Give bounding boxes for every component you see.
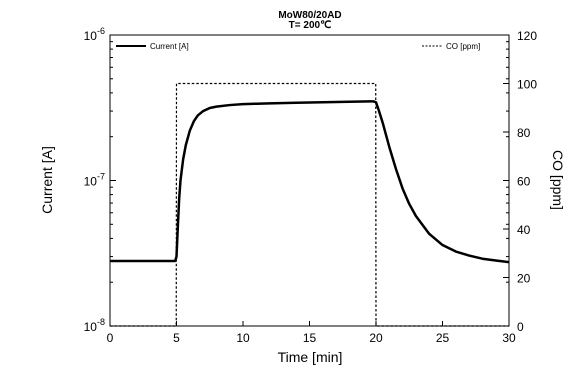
y-right-tick-label: 120 xyxy=(517,29,537,43)
x-axis-title: Time [min] xyxy=(278,349,343,365)
legend-current-label: Current [A] xyxy=(150,42,189,51)
x-tick-label: 10 xyxy=(236,331,250,345)
legend-current: Current [A] xyxy=(116,42,189,51)
y-left-axis-title: Current [A] xyxy=(39,146,55,214)
y-right-tick-label: 100 xyxy=(517,78,537,92)
chart-title: MoW80/20AD xyxy=(278,10,341,21)
plot-frame xyxy=(109,34,510,327)
series-layer xyxy=(110,82,510,327)
series-co-line xyxy=(110,82,509,327)
y-right-ticks: 0 20 40 60 80 100 120 xyxy=(503,29,537,334)
series-current-line xyxy=(110,100,510,264)
y-right-tick-label: 80 xyxy=(517,126,531,140)
y-left-tick-label: 10-6 xyxy=(84,26,105,43)
x-tick-label: 25 xyxy=(436,331,450,345)
y-left-tick-label: 10-8 xyxy=(84,317,105,334)
y-left-tick-label: 10-7 xyxy=(84,172,105,189)
x-tick-label: 20 xyxy=(369,331,383,345)
x-ticks: 0 5 10 15 20 25 30 xyxy=(107,321,516,345)
chart-subtitle: T= 200℃ xyxy=(289,20,332,31)
x-tick-label: 0 xyxy=(107,331,114,345)
y-right-axis-title: CO [ppm] xyxy=(550,150,566,210)
x-tick-label: 5 xyxy=(173,331,180,345)
y-right-tick-label: 0 xyxy=(517,320,524,334)
x-tick-label: 30 xyxy=(502,331,516,345)
x-tick-label: 15 xyxy=(303,331,317,345)
y-left-ticks: 10-8 10-7 10-6 xyxy=(84,26,509,334)
y-right-tick-label: 40 xyxy=(517,223,531,237)
y-right-tick-label: 20 xyxy=(517,272,531,286)
legend-co-label: CO [ppm] xyxy=(446,42,480,51)
y-right-tick-label: 60 xyxy=(517,175,531,189)
legend-co: CO [ppm] xyxy=(422,42,480,51)
